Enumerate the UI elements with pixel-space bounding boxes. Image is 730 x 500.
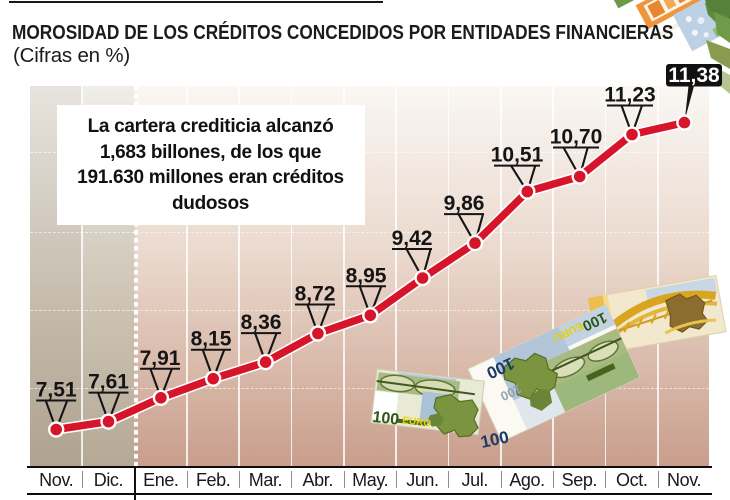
svg-text:7,61: 7,61 xyxy=(88,371,129,394)
svg-text:8,36: 8,36 xyxy=(241,311,282,334)
svg-text:11,23: 11,23 xyxy=(604,84,655,107)
svg-text:8,72: 8,72 xyxy=(295,283,336,306)
svg-text:8,95: 8,95 xyxy=(346,264,387,287)
svg-text:EURO: EURO xyxy=(402,415,432,429)
svg-text:100: 100 xyxy=(372,409,401,429)
svg-text:8,15: 8,15 xyxy=(191,328,232,351)
svg-text:10,70: 10,70 xyxy=(550,126,603,149)
svg-text:100: 100 xyxy=(479,427,511,451)
svg-text:7,91: 7,91 xyxy=(140,347,181,370)
svg-text:9,42: 9,42 xyxy=(392,227,433,250)
svg-text:11,38: 11,38 xyxy=(668,64,720,87)
svg-text:9,86: 9,86 xyxy=(444,192,485,215)
svg-text:7,51: 7,51 xyxy=(36,379,77,402)
svg-text:10,51: 10,51 xyxy=(491,144,544,167)
